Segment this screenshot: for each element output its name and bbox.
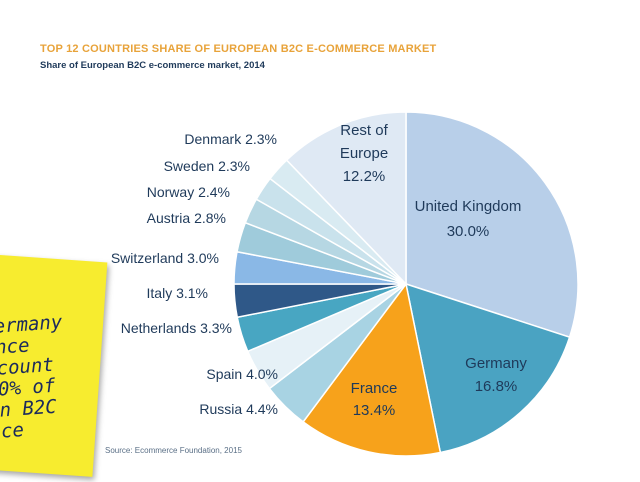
slice-label-italy: Italy 3.1% <box>147 285 208 301</box>
slice-label-france: 13.4% <box>353 402 396 419</box>
slice-label-switzerland: Switzerland 3.0% <box>111 250 219 266</box>
slice-label-united-kingdom: United Kingdom <box>415 198 522 215</box>
slice-label-netherlands: Netherlands 3.3% <box>121 320 232 336</box>
chart-subtitle: Share of European B2C e-commerce market,… <box>40 60 265 71</box>
pie-slice-germany <box>405 282 571 454</box>
slice-label-rest-of-europe: Rest of <box>340 122 388 139</box>
slice-label-denmark: Denmark 2.3% <box>184 131 277 147</box>
slice-label-norway: Norway 2.4% <box>147 184 230 200</box>
sticky-note-text: ermany nce count 0% of n B2C ce <box>0 311 63 443</box>
slice-label-france: France <box>351 380 398 397</box>
slice-label-germany: Germany <box>465 355 527 372</box>
slice-label-spain: Spain 4.0% <box>206 366 278 382</box>
pie-slice-united-kingdom <box>405 111 579 339</box>
chart-source: Source: Ecommerce Foundation, 2015 <box>105 446 242 455</box>
slice-label-sweden: Sweden 2.3% <box>164 158 250 174</box>
slice-label-austria: Austria 2.8% <box>147 210 226 226</box>
chart-title: TOP 12 COUNTRIES SHARE OF EUROPEAN B2C E… <box>40 43 437 55</box>
slice-label-russia: Russia 4.4% <box>199 401 278 417</box>
slice-label-rest-of-europe: 12.2% <box>343 168 386 185</box>
slice-label-germany: 16.8% <box>475 378 518 395</box>
slice-label-united-kingdom: 30.0% <box>447 223 490 240</box>
pie-slice-rest-of-europe <box>285 111 407 286</box>
sticky-note: ermany nce count 0% of n B2C ce <box>0 254 108 477</box>
slice-label-rest-of-europe: Europe <box>340 145 388 162</box>
pie-slice-france <box>302 282 442 457</box>
